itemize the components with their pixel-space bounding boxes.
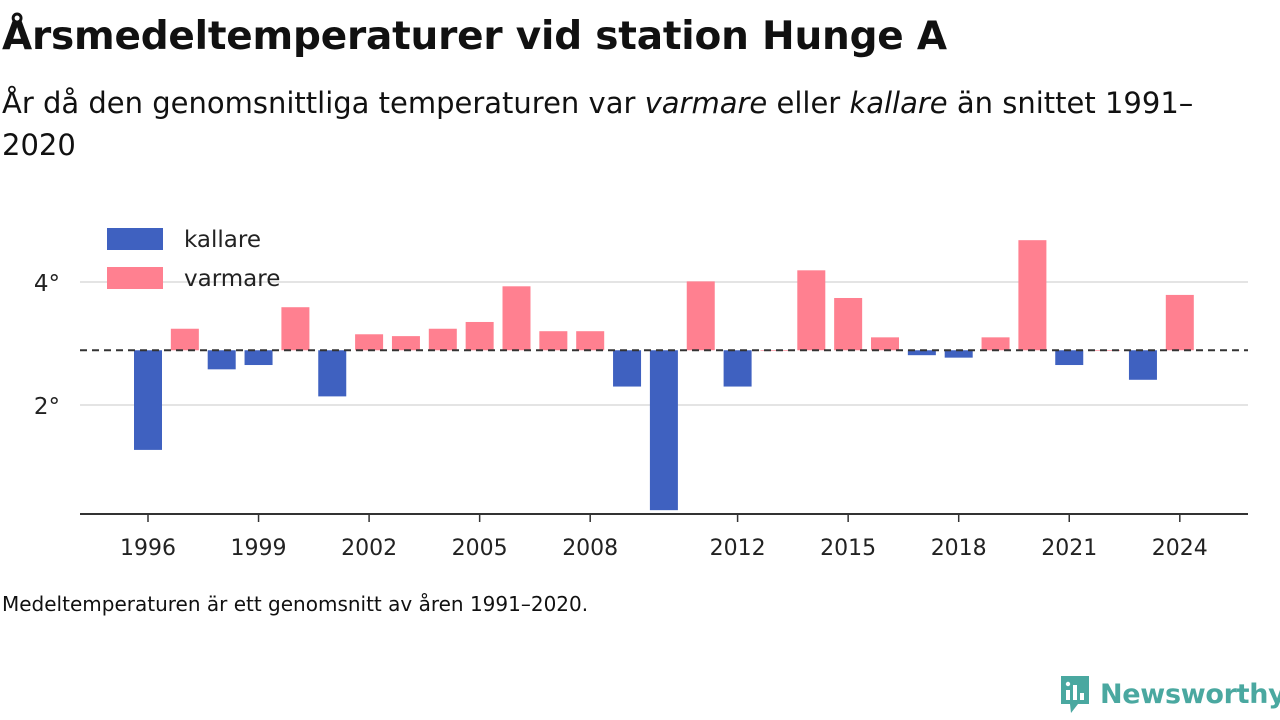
legend-swatch-kallare (107, 228, 163, 250)
x-tick-label: 1999 (231, 536, 287, 561)
subtitle-part: än snittet 1991–2020 (2, 86, 1194, 162)
chart-subtitle: År då den genomsnittliga temperaturen va… (2, 82, 1202, 166)
bar-2014 (797, 270, 826, 351)
subtitle-warmer-word: varmare (644, 86, 768, 120)
brand-name: Newsworthy (1100, 678, 1280, 710)
subtitle-colder-word: kallare (849, 86, 948, 120)
bar-2006 (502, 286, 531, 351)
y-tick-label: 2° (34, 394, 60, 420)
bar-2010 (649, 350, 678, 511)
bar-2004 (428, 328, 457, 351)
bar-1998 (207, 350, 236, 370)
x-tick-label: 2018 (931, 536, 987, 561)
x-tick-label: 2005 (452, 536, 508, 561)
bar-1999 (244, 350, 273, 366)
legend-swatch-varmare (107, 267, 163, 289)
bar-2000 (281, 307, 310, 351)
bar-2023 (1128, 350, 1157, 380)
bar-2007 (539, 331, 568, 351)
bar-2011 (686, 281, 715, 351)
bar-2019 (981, 337, 1010, 351)
bar-1996 (134, 350, 162, 450)
newsworthy-logo-icon (1061, 676, 1089, 713)
subtitle-part: eller (767, 86, 850, 120)
bar-2003 (391, 336, 420, 351)
x-tick-label: 1996 (120, 536, 176, 561)
bar-2015 (834, 297, 863, 351)
bar-2001 (318, 350, 347, 397)
bar-2013 (760, 350, 789, 351)
bar-2008 (576, 331, 605, 351)
x-tick-label: 2008 (562, 536, 618, 561)
bar-2005 (465, 321, 494, 351)
chart-footnote: Medeltemperaturen är ett genomsnitt av å… (2, 592, 589, 616)
x-tick-label: 2021 (1041, 536, 1097, 561)
bar-2009 (613, 350, 642, 387)
legend-label-varmare: varmare (184, 266, 280, 292)
bar-2020 (1018, 240, 1047, 351)
y-tick-label: 4° (34, 271, 60, 297)
x-tick-label: 2015 (820, 536, 876, 561)
bar-2002 (355, 334, 384, 351)
bar-2016 (871, 337, 899, 351)
chart-title: Årsmedeltemperaturer vid station Hunge A (2, 14, 947, 59)
bar-chart: 2° 4° 1996 1999 2002 2005 2008 2012 2015 2018 2021… (34, 227, 1248, 561)
bar-2024 (1165, 294, 1194, 351)
legend-label-kallare: kallare (184, 227, 261, 253)
subtitle-part: År då den genomsnittliga temperaturen va… (2, 86, 645, 120)
x-tick-label: 2002 (341, 536, 397, 561)
bar-2021 (1055, 350, 1084, 366)
bar-2012 (723, 350, 752, 387)
bar-2017 (907, 350, 936, 356)
bar-1997 (170, 328, 199, 351)
x-tick-label: 2012 (710, 536, 766, 561)
brand-logo: Newsworthy (1058, 672, 1280, 716)
x-tick-label: 2024 (1152, 536, 1208, 561)
bar-2018 (944, 350, 973, 358)
